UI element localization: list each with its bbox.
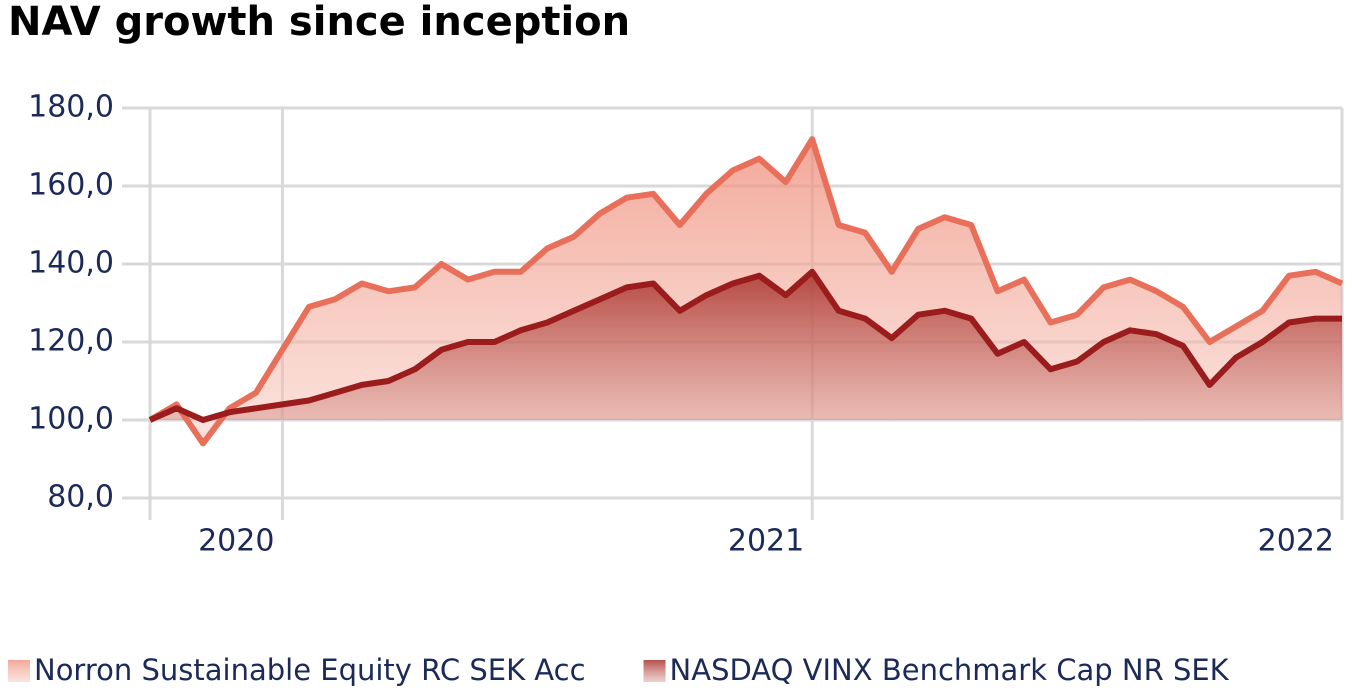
y-tick-label: 160,0 <box>28 168 114 203</box>
y-tick-label: 100,0 <box>28 402 114 437</box>
y-tick-label: 120,0 <box>28 324 114 359</box>
x-tick-label: 2021 <box>728 524 804 559</box>
chart-title: NAV growth since inception <box>8 0 630 45</box>
legend-swatch <box>8 660 30 682</box>
y-tick-label: 80,0 <box>47 480 114 515</box>
x-tick-label: 2022 <box>1258 524 1334 559</box>
series-line <box>148 136 1344 447</box>
legend-swatch <box>643 660 666 682</box>
y-tick-label: 140,0 <box>28 246 114 281</box>
series-area <box>150 271 1342 420</box>
series-line <box>148 268 1342 423</box>
legend-label: Norron Sustainable Equity RC SEK Acc <box>34 653 586 687</box>
x-tick-label: 2020 <box>198 524 274 559</box>
y-tick-label: 180,0 <box>28 90 114 125</box>
legend-label: NASDAQ VINX Benchmark Cap NR SEK <box>670 653 1230 687</box>
